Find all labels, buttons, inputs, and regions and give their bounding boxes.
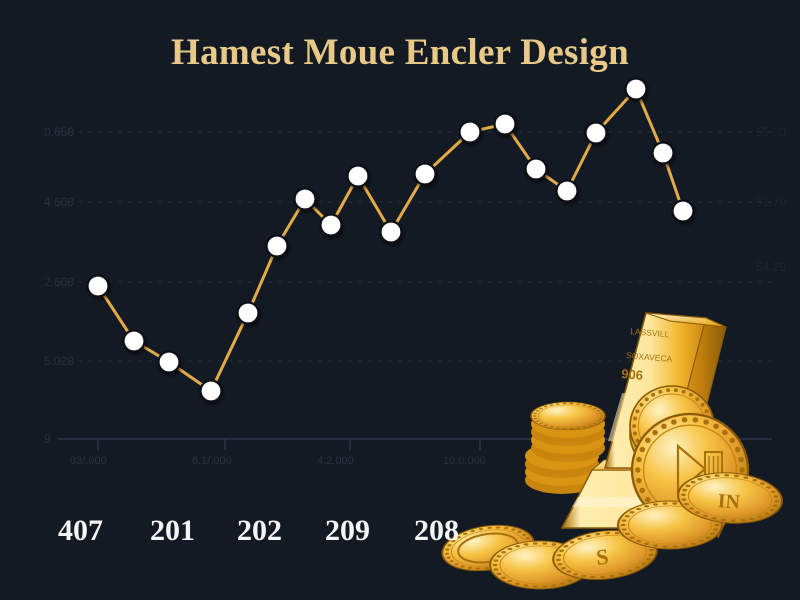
svg-text:LASSVILL: LASSVILL bbox=[630, 326, 670, 339]
svg-text:S: S bbox=[595, 544, 610, 570]
svg-text:906: 906 bbox=[621, 366, 644, 383]
svg-text:IN: IN bbox=[717, 490, 741, 514]
